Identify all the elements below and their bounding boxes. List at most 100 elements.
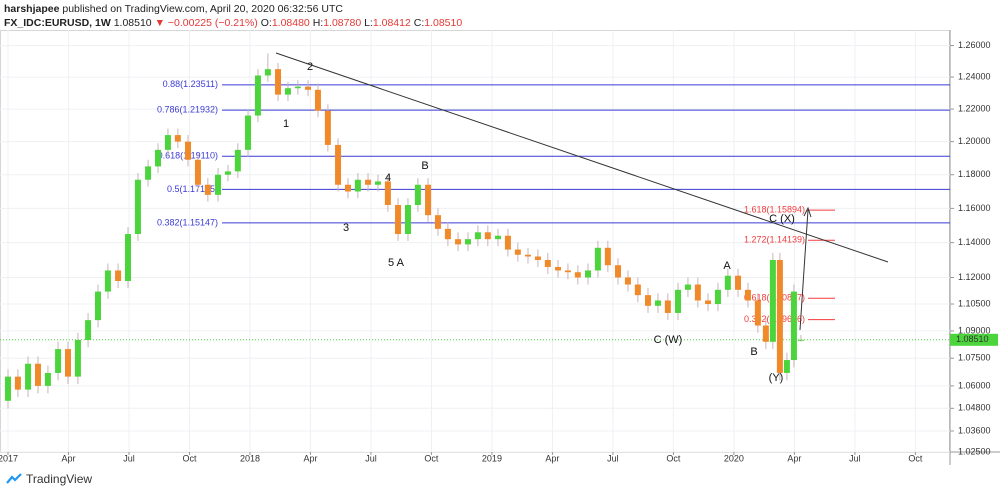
- ohlc-value: 1.08510: [424, 17, 463, 29]
- candle-body: [215, 174, 222, 195]
- candle-body: [335, 144, 342, 185]
- candle-body: [744, 289, 751, 301]
- candle-body: [14, 376, 21, 390]
- candle-body: [275, 69, 282, 95]
- candle-body: [464, 239, 471, 245]
- y-tick-label: 1.04800: [958, 403, 991, 413]
- candle-body: [504, 235, 511, 250]
- ohlc-label: L:: [364, 17, 373, 29]
- x-tick-label: Jul: [365, 453, 377, 463]
- candle-body: [714, 289, 721, 305]
- candle-body: [314, 89, 321, 111]
- y-tick-label: 1.14000: [958, 237, 991, 247]
- x-tick-label: Apr: [545, 453, 559, 463]
- current-price-tag: [950, 333, 998, 346]
- x-tick-label: 2020: [724, 453, 744, 463]
- candle-body: [185, 141, 192, 160]
- candle-body: [574, 272, 581, 278]
- logo-mark: [6, 473, 22, 484]
- brand: TradingView: [26, 472, 93, 486]
- candle-body: [155, 149, 162, 167]
- x-tick-label: 2019: [482, 453, 502, 463]
- candle-body: [474, 232, 481, 240]
- y-tick-label: 1.18000: [958, 169, 991, 179]
- candle-body: [164, 135, 171, 150]
- candle-body: [514, 249, 521, 255]
- candle-body: [404, 204, 411, 235]
- x-tick-label: Apr: [303, 453, 317, 463]
- arrow-head: [803, 206, 812, 218]
- quote-line: FX_IDC:EURUSD, 1W 1.08510 ▼ −0.00225 (−0…: [4, 16, 462, 30]
- y-tick-label: 1.26000: [958, 40, 991, 50]
- retracement-label: 0.786(1.21932): [157, 105, 218, 115]
- candle-body: [776, 259, 783, 373]
- candle-body: [85, 320, 92, 340]
- candle-body: [585, 270, 592, 278]
- change: ▼ −0.00225 (−0.21%): [154, 17, 258, 29]
- candle-body: [664, 300, 671, 313]
- price: 1.08510: [113, 17, 152, 29]
- candle-body: [194, 159, 201, 185]
- candle-body: [434, 215, 441, 229]
- wave-label: 4: [385, 172, 391, 184]
- candle-body: [735, 275, 742, 290]
- extension-label: 1.618(1.15894): [744, 205, 805, 215]
- candle-body: [25, 363, 32, 390]
- candle-body: [484, 232, 491, 240]
- candle-body: [783, 360, 790, 373]
- candle-body: [762, 325, 769, 342]
- wave-label: A: [723, 260, 731, 272]
- ohlc-label: C:: [413, 17, 425, 29]
- wave-label: 5 A: [388, 257, 405, 269]
- y-tick-label: 1.12000: [958, 272, 991, 282]
- candle-body: [204, 184, 211, 195]
- candle-body: [115, 270, 122, 281]
- candle-body: [264, 69, 271, 76]
- candle-body: [305, 86, 312, 90]
- y-tick-label: 1.10500: [958, 298, 991, 308]
- candle-body: [395, 204, 402, 235]
- y-tick-label: 1.09000: [958, 325, 991, 335]
- candle-body: [675, 289, 682, 313]
- header: harshjapee published on TradingView.com,…: [4, 2, 462, 30]
- wave-label: 2: [307, 61, 313, 73]
- y-tick-label: 1.06000: [958, 380, 991, 390]
- candle-body: [624, 277, 631, 285]
- wave-label: C (X): [769, 213, 795, 225]
- y-tick-label: 1.24000: [958, 71, 991, 81]
- extension-label: 1.272(1.14139): [744, 235, 805, 245]
- candle-body: [534, 256, 541, 260]
- ohlc-label: H:: [312, 17, 324, 29]
- candle-body: [384, 181, 391, 205]
- x-tick-label: Oct: [666, 453, 681, 463]
- candle-body: [754, 300, 761, 326]
- wave-label: 1: [283, 118, 289, 130]
- wave-label: (Y): [769, 372, 784, 384]
- candle-body: [224, 171, 231, 175]
- ohlc-value: 1.08480: [271, 17, 310, 29]
- candle-body: [145, 166, 152, 180]
- candle-body: [55, 349, 62, 373]
- x-tick-label: 2018: [240, 453, 260, 463]
- candle-body: [790, 291, 797, 361]
- candle-body: [524, 254, 531, 257]
- candle-body: [234, 149, 241, 172]
- chart: 0.88(1.23511)0.786(1.21932)0.618(1.19110…: [0, 30, 1000, 465]
- wave-label: B: [421, 160, 428, 172]
- candle-body: [294, 86, 301, 89]
- candle-body: [654, 300, 661, 306]
- wave-label: C (W): [654, 334, 683, 346]
- x-tick-label: Apr: [787, 453, 801, 463]
- y-tick-label: 1.03600: [958, 425, 991, 435]
- candle-body: [769, 259, 776, 342]
- candle-body: [634, 284, 641, 296]
- candle-body: [344, 184, 351, 192]
- candle-body: [34, 363, 41, 386]
- candle-body: [374, 181, 381, 185]
- candle-body: [705, 300, 712, 305]
- candle-body: [64, 349, 71, 377]
- candle-body: [254, 75, 261, 116]
- candle-body: [544, 259, 551, 267]
- candle-body: [455, 239, 462, 245]
